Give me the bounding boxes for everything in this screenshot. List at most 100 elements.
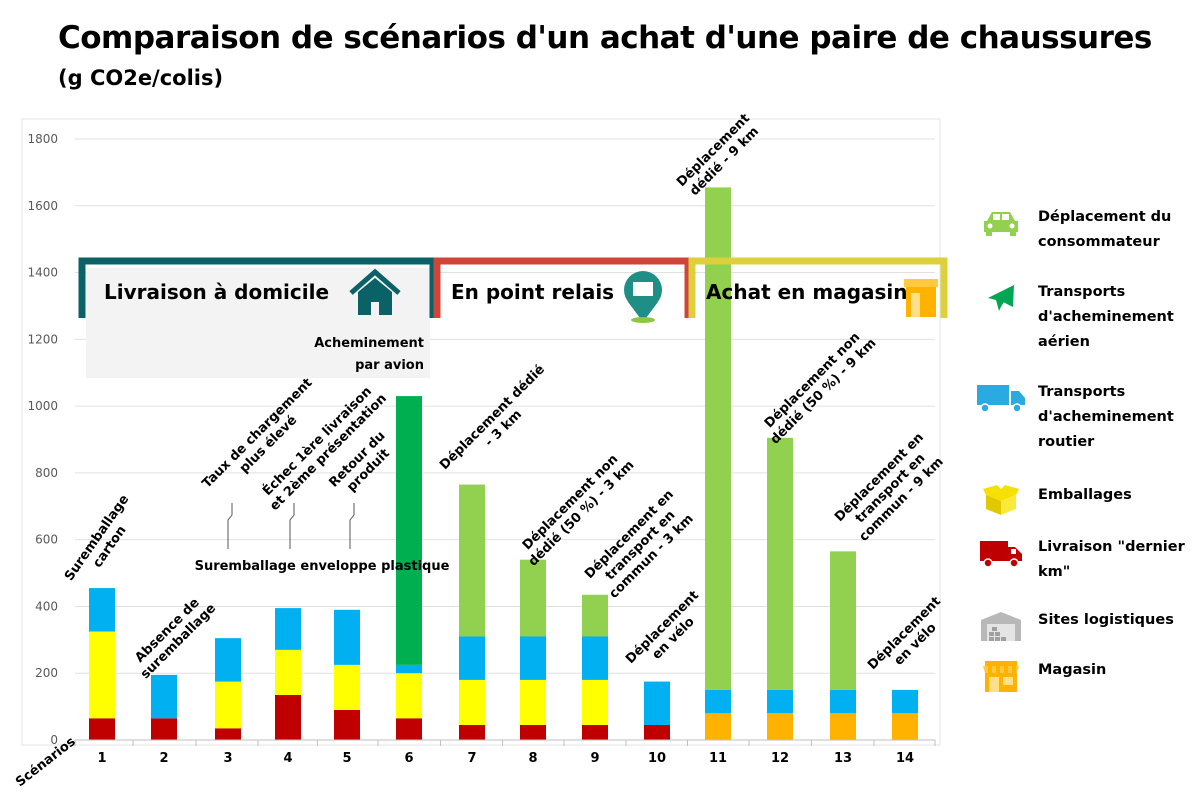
- bar-segment: [396, 664, 422, 674]
- annotation-label: Suremballagecarton: [62, 492, 145, 593]
- bar-segment: [334, 709, 360, 740]
- bar-segment: [520, 636, 546, 680]
- legend-item-store: Magasin: [972, 658, 1200, 694]
- bar-segment: [396, 673, 422, 719]
- bar-segment: [151, 674, 177, 719]
- bar-segment: [830, 551, 856, 690]
- legend-label: Livraison "dernier km": [1038, 539, 1185, 580]
- bar-segment: [459, 484, 485, 637]
- annotation-leader: [227, 503, 233, 549]
- bar-segment: [582, 679, 608, 725]
- bar-segment: [767, 689, 793, 714]
- bar-segment: [520, 724, 546, 740]
- van-icon: [972, 535, 1030, 571]
- annotation-label: Déplacementen vélo: [623, 588, 713, 678]
- bar-segment: [275, 608, 301, 650]
- bar-segment: [89, 588, 115, 632]
- annotation-label: Absence desuremballage: [127, 590, 219, 682]
- bar-segment: [215, 728, 241, 740]
- annotation-leader: [349, 503, 355, 549]
- store-icon: [972, 658, 1030, 694]
- bar-segment: [459, 679, 485, 725]
- y-tick-label: 1400: [27, 266, 58, 280]
- x-tick-label: 9: [590, 751, 599, 766]
- bar-segment: [275, 649, 301, 695]
- x-tick-label: 8: [528, 751, 537, 766]
- bar-segment: [151, 718, 177, 740]
- x-tick-label: 14: [896, 751, 914, 766]
- legend-item-consumer-trip: Déplacement du consommateur: [972, 205, 1200, 255]
- x-tick-label: 3: [223, 751, 232, 766]
- bar-segment: [396, 718, 422, 740]
- bar-segment: [459, 636, 485, 680]
- shop-icon-door: [911, 293, 920, 317]
- y-tick-label: 600: [35, 533, 58, 547]
- legend-label: Magasin: [1038, 662, 1107, 678]
- bar-segment: [705, 713, 731, 740]
- x-axis-label: Scénarios: [13, 734, 79, 790]
- legend-label: Emballages: [1038, 487, 1132, 503]
- bar-segment: [705, 689, 731, 714]
- annotation-label: Suremballage enveloppe plastique: [195, 559, 450, 574]
- annotation-label: Déplacement nondédié (50 %) - 9 km: [757, 325, 880, 448]
- bar-segment: [644, 681, 670, 725]
- bar-segment: [215, 638, 241, 682]
- x-tick-label: 10: [648, 751, 666, 766]
- bar-segment: [644, 724, 670, 740]
- legend-label: Transports d'acheminement routier: [1038, 384, 1174, 450]
- house-icon-body: [358, 278, 392, 315]
- bar-segment: [582, 594, 608, 637]
- y-tick-label: 1600: [27, 199, 58, 213]
- bar-segment: [520, 679, 546, 725]
- legend-item-last-mile: Livraison "dernier km": [972, 535, 1200, 585]
- x-tick-label: 2: [159, 751, 168, 766]
- y-tick-label: 1000: [27, 399, 58, 413]
- truck-icon: [972, 380, 1030, 416]
- y-tick-label: 1800: [27, 132, 58, 146]
- y-tick-label: 200: [35, 666, 58, 680]
- bar-segment: [892, 689, 918, 714]
- group-label: Achat en magasin: [706, 280, 908, 304]
- chart-subtitle: (g CO2e/colis): [58, 66, 224, 90]
- bar-segment: [520, 559, 546, 637]
- y-tick-label: 800: [35, 466, 58, 480]
- chart-title: Comparaison de scénarios d'un achat d'un…: [58, 20, 1152, 56]
- relay-pin-icon-store: [633, 282, 653, 296]
- x-tick-label: 6: [404, 751, 413, 766]
- annotation-label: Déplacement dédié- 3 km: [437, 362, 559, 484]
- shop-icon: [906, 287, 936, 317]
- x-tick-label: 4: [283, 751, 292, 766]
- bar-segment: [582, 636, 608, 680]
- plot-area-border: [21, 118, 941, 746]
- bar-segment: [830, 689, 856, 714]
- bar-segment: [767, 437, 793, 690]
- relay-pin-icon-tip: [628, 302, 658, 322]
- x-tick-label: 11: [709, 751, 727, 766]
- group-bracket: [433, 257, 692, 318]
- legend-label: Transports d'acheminement aérien: [1038, 284, 1174, 350]
- x-tick-label: 7: [467, 751, 476, 766]
- bar-segment: [830, 713, 856, 740]
- bar-segment: [396, 396, 422, 665]
- annotation-leader: [289, 503, 295, 549]
- group-bracket: [688, 257, 948, 318]
- bar-segment: [459, 724, 485, 740]
- house-icon: [349, 268, 401, 295]
- car-icon: [972, 205, 1030, 241]
- y-tick-label: 400: [35, 599, 58, 613]
- bar-segment: [275, 694, 301, 740]
- legend-label: Sites logistiques: [1038, 612, 1174, 628]
- warehouse-icon: [972, 608, 1030, 644]
- bar-segment: [767, 713, 793, 740]
- box-icon: [972, 483, 1030, 519]
- group-label: Livraison à domicile: [104, 280, 329, 304]
- y-tick-label: 0: [50, 733, 58, 747]
- bar-segment: [334, 664, 360, 710]
- x-tick-label: 13: [834, 751, 852, 766]
- shop-icon-awning: [904, 279, 938, 287]
- y-tick-label: 1200: [27, 332, 58, 346]
- legend-item-road-transport: Transports d'acheminement routier: [972, 380, 1200, 455]
- bar-segment: [89, 631, 115, 719]
- bar-segment: [89, 718, 115, 740]
